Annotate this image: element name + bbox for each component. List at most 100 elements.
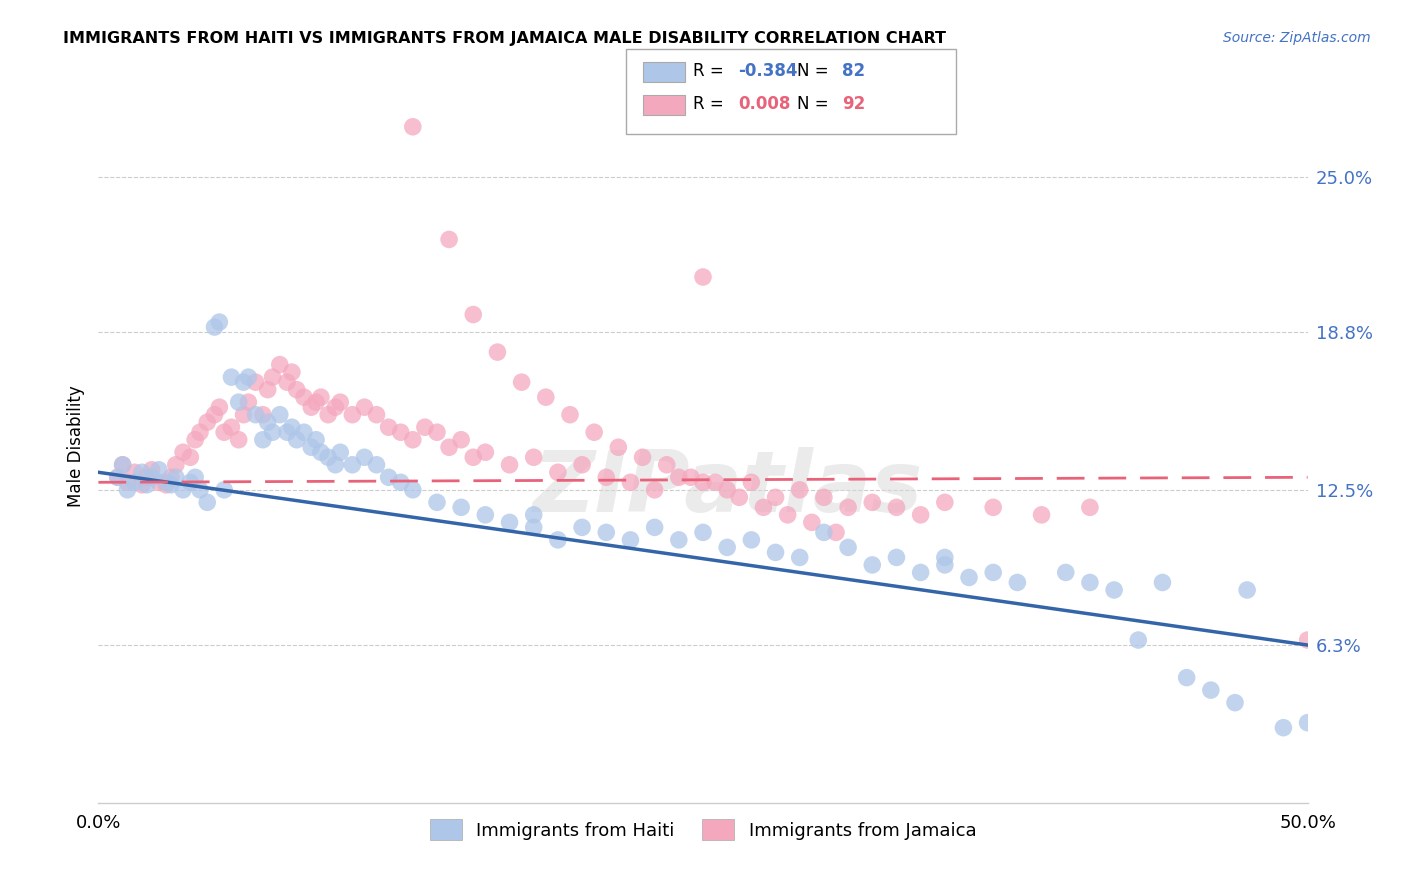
Point <box>402 483 425 497</box>
Point <box>1296 715 1319 730</box>
Point <box>155 475 177 490</box>
Point <box>1128 633 1150 648</box>
Point <box>716 483 738 497</box>
Point <box>111 458 134 472</box>
Point <box>262 425 284 440</box>
Point <box>389 425 412 440</box>
Point <box>256 415 278 429</box>
Point <box>1078 500 1101 515</box>
Point <box>179 475 201 490</box>
Point <box>426 495 449 509</box>
Point <box>256 383 278 397</box>
Point <box>523 508 546 522</box>
Text: R =: R = <box>693 62 730 80</box>
Point <box>342 408 364 422</box>
Point <box>655 458 678 472</box>
Point <box>179 450 201 465</box>
Point <box>245 375 267 389</box>
Point <box>366 408 388 422</box>
Point <box>740 533 762 547</box>
Point <box>837 541 859 555</box>
Legend: Immigrants from Haiti, Immigrants from Jamaica: Immigrants from Haiti, Immigrants from J… <box>422 812 984 847</box>
Point <box>765 491 787 505</box>
Point <box>571 520 593 534</box>
Point <box>776 508 799 522</box>
Point <box>692 270 714 285</box>
Point <box>437 440 460 454</box>
Text: R =: R = <box>693 95 730 113</box>
Point <box>135 470 157 484</box>
Point <box>228 433 250 447</box>
Point <box>619 533 641 547</box>
Point <box>450 433 472 447</box>
Point <box>292 390 315 404</box>
Point <box>813 525 835 540</box>
Point <box>886 500 908 515</box>
Text: IMMIGRANTS FROM HAITI VS IMMIGRANTS FROM JAMAICA MALE DISABILITY CORRELATION CHA: IMMIGRANTS FROM HAITI VS IMMIGRANTS FROM… <box>63 31 946 46</box>
Point <box>353 400 375 414</box>
Point <box>299 440 322 454</box>
Point <box>188 425 211 440</box>
Point <box>208 400 231 414</box>
Point <box>172 483 194 497</box>
Point <box>789 483 811 497</box>
Point <box>692 525 714 540</box>
Point <box>607 440 630 454</box>
Point <box>934 558 956 572</box>
Point <box>141 463 163 477</box>
Point <box>437 232 460 246</box>
Point <box>583 425 606 440</box>
Point <box>1007 575 1029 590</box>
Point <box>389 475 412 490</box>
Point <box>728 491 751 505</box>
Point <box>135 478 157 492</box>
Text: N =: N = <box>797 95 834 113</box>
Point <box>463 450 485 465</box>
Point <box>148 475 170 490</box>
Point <box>523 520 546 534</box>
Point <box>595 525 617 540</box>
Point <box>165 470 187 484</box>
Point <box>413 420 436 434</box>
Point <box>117 483 139 497</box>
Point <box>704 475 727 490</box>
Point <box>498 458 520 472</box>
Point <box>934 495 956 509</box>
Point <box>325 458 347 472</box>
Point <box>232 375 254 389</box>
Point <box>595 470 617 484</box>
Point <box>285 383 308 397</box>
Point <box>1199 683 1222 698</box>
Point <box>309 445 332 459</box>
Point <box>534 390 557 404</box>
Point <box>752 500 775 515</box>
Point <box>910 508 932 522</box>
Point <box>184 433 207 447</box>
Point <box>111 458 134 472</box>
Point <box>221 420 243 434</box>
Text: 92: 92 <box>842 95 866 113</box>
Text: N =: N = <box>797 62 834 80</box>
Point <box>160 470 183 484</box>
Point <box>789 550 811 565</box>
Point <box>204 320 226 334</box>
Point <box>474 445 496 459</box>
Point <box>668 470 690 484</box>
Point <box>813 491 835 505</box>
Point <box>245 408 267 422</box>
Point <box>252 408 274 422</box>
Point <box>238 395 260 409</box>
Point <box>1102 582 1125 597</box>
Point <box>692 475 714 490</box>
Y-axis label: Male Disability: Male Disability <box>66 385 84 507</box>
Point <box>204 408 226 422</box>
Point <box>402 433 425 447</box>
Point <box>212 483 235 497</box>
Point <box>1223 696 1246 710</box>
Point <box>107 470 129 484</box>
Point <box>117 475 139 490</box>
Point <box>825 525 848 540</box>
Point <box>353 450 375 465</box>
Point <box>172 445 194 459</box>
Point <box>285 433 308 447</box>
